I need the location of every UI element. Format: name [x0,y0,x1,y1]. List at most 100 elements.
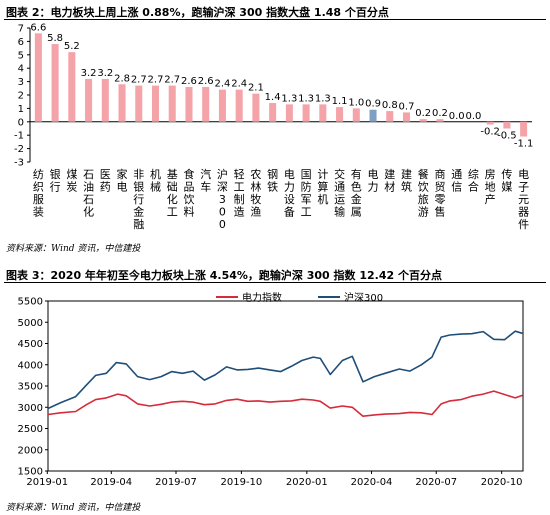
line-x-tick-label: 2019-01 [26,477,68,488]
bar [185,86,193,122]
bar-y-tick-label: 7 [18,24,24,35]
bar-category-label-char: 军 [301,193,312,206]
bar [436,119,444,122]
bar-category-label-char: 织 [33,181,44,194]
bar [386,111,394,122]
bar-value-label: 0.8 [382,100,398,111]
bar-category-label-char: 行 [50,181,61,194]
bar-category-label-char: 色 [351,180,362,194]
bar-category-label-char: 备 [284,205,295,219]
legend-label: 电力指数 [242,291,282,304]
line-x-tick-label: 2020-01 [286,477,328,488]
bar [202,86,210,122]
bar-value-label: -0.5 [497,131,517,142]
bar [118,84,126,122]
bar-category-label-char: 餐 [418,167,429,181]
bar-value-label: 2.4 [231,79,247,90]
bar-y-tick-label: 5 [18,50,24,61]
bar-category-label-char: 设 [284,193,295,206]
bar-category-label-char: 钢 [267,168,278,181]
bar-category-label-char: 服 [33,193,44,206]
bar-category-label-char: 计 [317,168,328,181]
line-y-tick-label: 5000 [18,318,43,329]
bar-value-label: 1.3 [298,93,314,104]
bar-category-label-char: 工 [167,206,178,219]
bar-category-label-char: 运 [334,193,345,206]
bar [85,78,93,122]
bar-category-label-char: 旅 [418,192,429,206]
bar-y-tick-label: 2 [18,91,24,102]
bar-category-label-char: 元 [518,193,529,206]
bar-value-label: 2.8 [114,73,130,84]
line-x-tick-label: 2020-07 [415,477,457,488]
bar [402,112,411,122]
bar [101,78,109,122]
bar-category-label-char: 金 [133,205,144,219]
bar-category-label-char: 媒 [501,181,512,194]
bar-category-label-char: 合 [468,180,479,194]
bar-category-label-char: 基 [167,168,178,181]
bar-category-label-char: 制 [234,193,245,206]
figure2-top-rule [4,19,546,20]
bar-category-label-char: 沪 [217,167,228,181]
bar-category-label-char: 炭 [66,181,77,194]
bar-value-label: 0.0 [465,111,481,122]
bar-y-tick-label: 0 [18,117,24,128]
bar [68,52,76,122]
line-y-tick-label: 1500 [18,467,43,478]
line-x-tick-label: 2020-10 [481,477,523,488]
bar-category-label-char: 银 [50,167,61,181]
figure3-source: 资料来源：Wind 资讯，中信建投 [6,503,141,513]
bar [319,104,327,122]
bar-category-label-char: 防 [301,180,312,194]
bar-category-label-char: 信 [451,181,462,194]
bar [419,119,427,122]
bar [252,93,260,122]
bar-y-tick-label: -2 [14,144,24,155]
bar [503,121,511,129]
bar-value-label: 0.7 [399,101,415,112]
bar [486,121,494,125]
bar-category-label-char: 材 [384,180,395,194]
bar-category-label-char: 油 [83,180,94,194]
bar-y-tick-label: -1 [14,131,24,142]
bar-category-label-char: 家 [117,167,128,181]
bar-category-label-char: 件 [518,218,529,231]
bar-value-label: 0.2 [415,108,431,119]
bar-value-label: 1.0 [348,97,364,108]
bar-y-tick-label: 1 [18,104,24,115]
bar-category-label-char: 交 [334,167,345,181]
bar-value-label: 2.1 [248,83,264,94]
line-plot-frame [47,300,524,472]
line-y-tick-label: 3000 [18,403,43,414]
bar-category-label-char: 力 [368,181,379,194]
bar-category-label-char: 品 [183,181,194,194]
line-series-hs300 [47,330,523,410]
bar-category-label-char: 通 [334,181,345,194]
bar-value-label: -0.2 [480,126,500,137]
bar-category-label-char: 输 [334,205,345,219]
bar-value-label: 1.3 [315,93,331,104]
bar-category-label-char: 贸 [434,181,445,194]
bar-value-label: 2.7 [131,75,147,86]
bar [520,121,528,137]
figure2-source: 资料来源：Wind 资讯，中信建投 [6,244,141,254]
bar [135,85,143,122]
legend-label: 沪深300 [344,291,383,304]
bar-category-label-char: 牧 [250,192,261,206]
bar [269,103,277,122]
bar-y-tick-label: -3 [14,158,24,169]
bar-value-label: 2.6 [198,76,214,87]
bar-category-label-char: 食 [183,167,194,181]
bar-category-label-char: 筑 [401,180,412,194]
line-y-tick-label: 4500 [18,339,43,350]
bar-category-label-char: 机 [150,167,161,181]
bar-value-label: 1.1 [332,96,348,107]
bar-value-label: 5.8 [47,33,63,44]
bar-category-label-char: 传 [501,168,512,181]
bar-category-label-char: 房 [485,168,496,181]
bar-value-label: 0.9 [365,99,381,110]
bar-category-label-char: 深 [217,181,228,194]
bar-category-label-char: 工 [234,181,245,194]
